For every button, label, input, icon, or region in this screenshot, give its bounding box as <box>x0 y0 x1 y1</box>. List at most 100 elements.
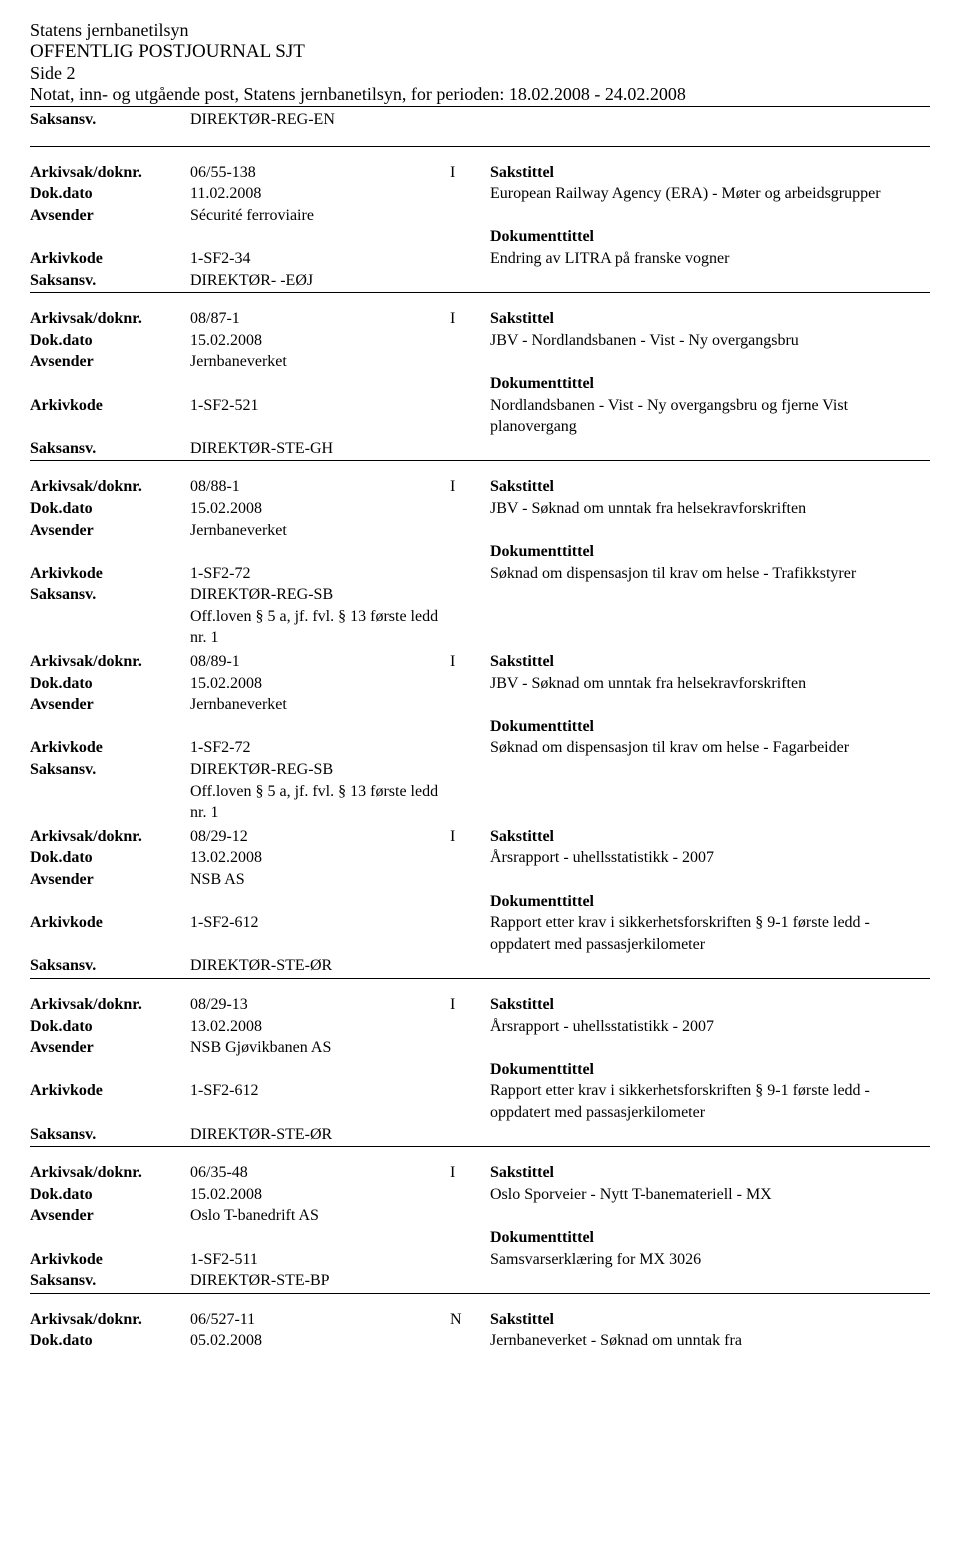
sakstittel-value: JBV - Nordlandsbanen - Vist - Ny overgan… <box>490 330 930 352</box>
dokumenttittel-value: Søknad om dispensasjon til krav om helse… <box>490 737 930 759</box>
arkivkode-label: Arkivkode <box>30 912 190 955</box>
arkivkode-value: 1-SF2-511 <box>190 1249 450 1271</box>
avsender-value: Sécurité ferroviaire <box>190 205 450 227</box>
sakstittel-label: Sakstittel <box>490 476 930 498</box>
offloven-value: Off.loven § 5 a, jf. fvl. § 13 første le… <box>190 606 450 649</box>
direction-marker: I <box>450 994 490 1016</box>
sakstittel-value: JBV - Søknad om unntak fra helsekravfors… <box>490 498 930 520</box>
arkivsak-label: Arkivsak/doknr. <box>30 826 190 848</box>
dokdato-label: Dok.dato <box>30 498 190 520</box>
avsender-label: Avsender <box>30 869 190 891</box>
dokdato-value: 15.02.2008 <box>190 498 450 520</box>
arkivsak-value: 08/87-1 <box>190 308 450 330</box>
sakstittel-label: Sakstittel <box>490 994 930 1016</box>
sakstittel-value: JBV - Søknad om unntak fra helsekravfors… <box>490 673 930 695</box>
sakstittel-label: Sakstittel <box>490 308 930 330</box>
dokumenttittel-label: Dokumenttittel <box>490 226 930 248</box>
sakstittel-label: Sakstittel <box>490 162 930 184</box>
arkivsak-label: Arkivsak/doknr. <box>30 994 190 1016</box>
saksansv-label: Saksansv. <box>30 1270 190 1292</box>
sakstittel-label: Sakstittel <box>490 1162 930 1184</box>
top-saksansv-row: Saksansv. DIREKTØR-REG-EN <box>30 109 930 147</box>
sakstittel-label: Sakstittel <box>490 1309 930 1331</box>
direction-marker: I <box>450 826 490 848</box>
arkivkode-label: Arkivkode <box>30 395 190 438</box>
saksansv-label: Saksansv. <box>30 109 190 131</box>
saksansv-value: DIREKTØR-REG-SB <box>190 759 450 781</box>
avsender-label: Avsender <box>30 520 190 542</box>
dokdato-value: 13.02.2008 <box>190 847 450 869</box>
dokumenttittel-value: Søknad om dispensasjon til krav om helse… <box>490 563 930 585</box>
sakstittel-value: Oslo Sporveier - Nytt T-banemateriell - … <box>490 1184 930 1206</box>
journal-entry: Arkivsak/doknr.08/87-1ISakstittelDok.dat… <box>30 293 930 461</box>
saksansv-value: DIREKTØR-REG-SB <box>190 584 450 606</box>
dokdato-value: 13.02.2008 <box>190 1016 450 1038</box>
arkivsak-label: Arkivsak/doknr. <box>30 1309 190 1331</box>
sakstittel-label: Sakstittel <box>490 826 930 848</box>
offloven-value: Off.loven § 5 a, jf. fvl. § 13 første le… <box>190 781 450 824</box>
arkivkode-label: Arkivkode <box>30 248 190 270</box>
saksansv-value: DIREKTØR-STE-BP <box>190 1270 450 1292</box>
avsender-label: Avsender <box>30 205 190 227</box>
sakstittel-value: European Railway Agency (ERA) - Møter og… <box>490 183 930 205</box>
arkivkode-value: 1-SF2-521 <box>190 395 450 438</box>
avsender-label: Avsender <box>30 1205 190 1227</box>
direction-marker: I <box>450 651 490 673</box>
dokumenttittel-value: Nordlandsbanen - Vist - Ny overgangsbru … <box>490 395 930 438</box>
arkivkode-value: 1-SF2-72 <box>190 563 450 585</box>
arkivsak-label: Arkivsak/doknr. <box>30 476 190 498</box>
direction-marker: I <box>450 308 490 330</box>
sakstittel-value: Jernbaneverket - Søknad om unntak fra <box>490 1330 930 1352</box>
arkivsak-label: Arkivsak/doknr. <box>30 651 190 673</box>
arkivkode-label: Arkivkode <box>30 1080 190 1123</box>
journal-entry: Arkivsak/doknr.08/89-1ISakstittelDok.dat… <box>30 650 930 825</box>
dokdato-value: 11.02.2008 <box>190 183 450 205</box>
journal-entry: Arkivsak/doknr.06/35-48ISakstittelDok.da… <box>30 1147 930 1294</box>
arkivkode-value: 1-SF2-34 <box>190 248 450 270</box>
dokumenttittel-label: Dokumenttittel <box>490 1227 930 1249</box>
dokumenttittel-value: Rapport etter krav i sikkerhetsforskrift… <box>490 912 930 955</box>
arkivsak-label: Arkivsak/doknr. <box>30 1162 190 1184</box>
period-line: Notat, inn- og utgående post, Statens je… <box>30 84 930 107</box>
saksansv-label: Saksansv. <box>30 584 190 606</box>
saksansv-label: Saksansv. <box>30 270 190 292</box>
avsender-label: Avsender <box>30 351 190 373</box>
saksansv-label: Saksansv. <box>30 1124 190 1146</box>
avsender-value: Jernbaneverket <box>190 520 450 542</box>
journal-entry: Arkivsak/doknr.08/88-1ISakstittelDok.dat… <box>30 461 930 650</box>
dokumenttittel-value: Rapport etter krav i sikkerhetsforskrift… <box>490 1080 930 1123</box>
dokdato-label: Dok.dato <box>30 1330 190 1352</box>
journal-title: OFFENTLIG POSTJOURNAL SJT <box>30 41 930 63</box>
avsender-label: Avsender <box>30 694 190 716</box>
org-name: Statens jernbanetilsyn <box>30 20 930 41</box>
dokdato-label: Dok.dato <box>30 1016 190 1038</box>
arkivkode-value: 1-SF2-72 <box>190 737 450 759</box>
avsender-value: Jernbaneverket <box>190 694 450 716</box>
journal-entry: Arkivsak/doknr.06/55-138ISakstittelDok.d… <box>30 147 930 294</box>
dokumenttittel-label: Dokumenttittel <box>490 373 930 395</box>
journal-entry: Arkivsak/doknr.08/29-12ISakstittelDok.da… <box>30 825 930 979</box>
dokdato-label: Dok.dato <box>30 1184 190 1206</box>
dokdato-value: 15.02.2008 <box>190 330 450 352</box>
arkivkode-value: 1-SF2-612 <box>190 912 450 955</box>
dokumenttittel-value: Samsvarserklæring for MX 3026 <box>490 1249 930 1271</box>
page-number: Side 2 <box>30 63 930 84</box>
page-header: Statens jernbanetilsyn OFFENTLIG POSTJOU… <box>30 20 930 107</box>
arkivsak-label: Arkivsak/doknr. <box>30 162 190 184</box>
avsender-value: NSB AS <box>190 869 450 891</box>
arkivsak-value: 06/55-138 <box>190 162 450 184</box>
arkivsak-value: 08/29-12 <box>190 826 450 848</box>
dokdato-label: Dok.dato <box>30 330 190 352</box>
dokdato-label: Dok.dato <box>30 673 190 695</box>
arkivkode-label: Arkivkode <box>30 1249 190 1271</box>
sakstittel-value: Årsrapport - uhellsstatistikk - 2007 <box>490 847 930 869</box>
saksansv-label: Saksansv. <box>30 759 190 781</box>
saksansv-label: Saksansv. <box>30 955 190 977</box>
saksansv-value: DIREKTØR-STE-ØR <box>190 1124 450 1146</box>
arkivkode-label: Arkivkode <box>30 737 190 759</box>
arkivsak-value: 08/29-13 <box>190 994 450 1016</box>
avsender-value: Oslo T-banedrift AS <box>190 1205 450 1227</box>
arkivsak-value: 08/89-1 <box>190 651 450 673</box>
avsender-value: NSB Gjøvikbanen AS <box>190 1037 450 1059</box>
dokdato-value: 15.02.2008 <box>190 673 450 695</box>
